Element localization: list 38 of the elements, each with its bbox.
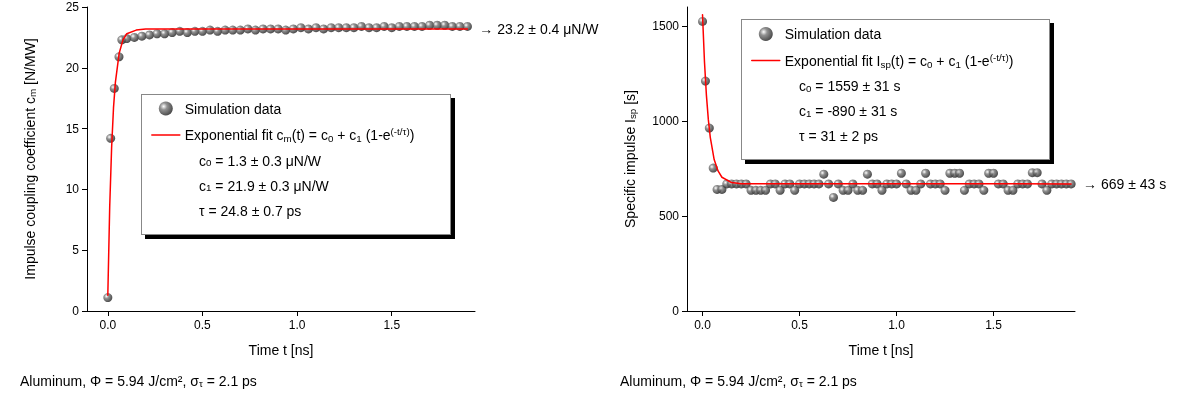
annotation: c1 = 21.9 ± 0.3 μN/W xyxy=(199,177,330,194)
y-tick-label: 500 xyxy=(658,209,679,223)
annotation: → 669 ± 43 s xyxy=(1082,175,1166,192)
y-tick-label: 0 xyxy=(72,304,80,318)
x-tick-label: 0.0 xyxy=(99,318,117,332)
x-tick-label: 1.0 xyxy=(288,318,306,332)
point xyxy=(103,293,113,303)
x-tick-label: 1.5 xyxy=(984,318,1002,332)
text: Aluminum, Φ = 5.94 J/cm², στ = 2.1 ps xyxy=(20,373,257,389)
annotation: τ = 31 ± 2 ps xyxy=(798,128,878,144)
x-tick-label: 0.0 xyxy=(693,318,711,332)
annotation: c1 = -890 ± 31 s xyxy=(798,103,897,119)
y-tick-label: 20 xyxy=(65,60,80,75)
x-axis-title: Time t [ns] xyxy=(848,342,913,358)
x-tick-label: 0.5 xyxy=(194,318,212,332)
point xyxy=(144,30,154,40)
y-tick-label: 10 xyxy=(65,182,80,197)
y-tick-label: 0 xyxy=(671,304,679,318)
x-axis-title: Time t [ns] xyxy=(248,342,314,358)
annotation: τ = 24.8 ± 0.7 ps xyxy=(199,202,302,219)
legend-label: Simulation data xyxy=(784,26,881,42)
x-tick-label: 1.5 xyxy=(383,318,401,332)
x-tick-label: 1.0 xyxy=(887,318,905,332)
y-tick-label: 1000 xyxy=(651,114,679,128)
x-tick-label: 0.5 xyxy=(790,318,808,332)
point xyxy=(129,32,139,42)
point xyxy=(137,31,147,41)
annotation: c0 = 1559 ± 31 s xyxy=(798,78,900,94)
y-tick-label: 5 xyxy=(72,243,80,258)
y-axis-title: Specific impulse Isp [s] xyxy=(621,90,638,228)
y-tick-label: 15 xyxy=(65,121,80,136)
legend-label: Simulation data xyxy=(184,100,282,117)
text: Aluminum, Φ = 5.94 J/cm², στ = 2.1 ps xyxy=(619,373,857,389)
y-tick-label: 25 xyxy=(65,0,80,14)
annotation: c0 = 1.3 ± 0.3 μN/W xyxy=(199,152,322,169)
point xyxy=(160,29,170,39)
annotation: → 23.2 ± 0.4 μN/W xyxy=(479,20,600,37)
y-tick-label: 1500 xyxy=(651,19,679,33)
